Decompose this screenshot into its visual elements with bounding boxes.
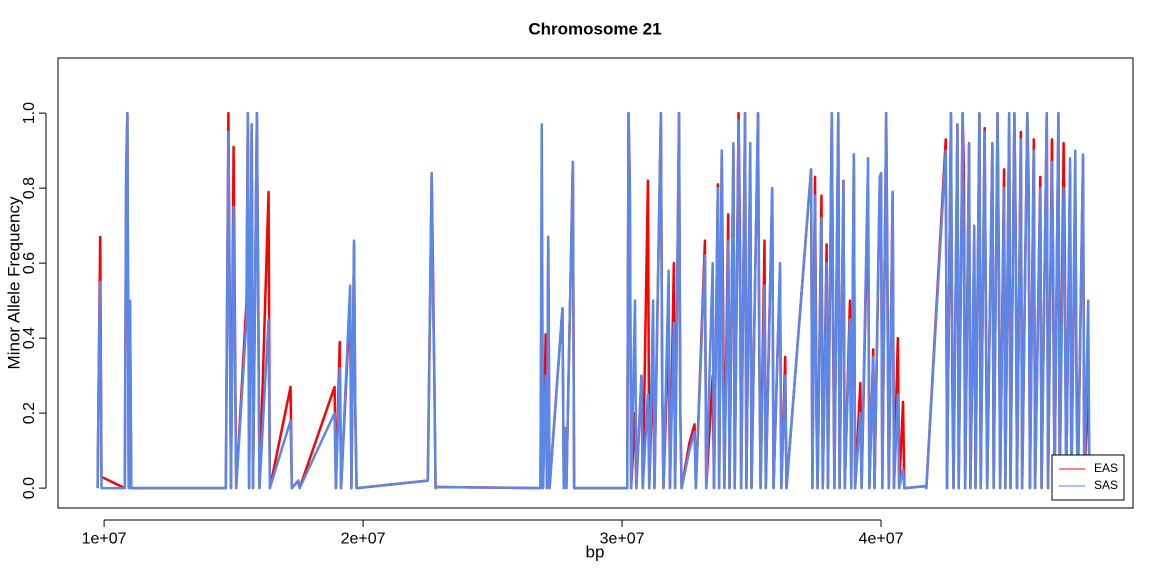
legend-label: SAS	[1094, 478, 1118, 492]
legend-label: EAS	[1094, 461, 1118, 475]
y-tick-label: 0.8	[21, 177, 38, 199]
legend-box	[1051, 454, 1125, 501]
series-line	[96, 111, 1091, 490]
x-axis-label: bp	[586, 542, 605, 561]
x-tick-label: 4e+07	[859, 530, 904, 547]
chart-title: Chromosome 21	[528, 19, 661, 38]
y-tick-label: 1.0	[21, 102, 38, 124]
x-tick-label: 1e+07	[82, 530, 127, 547]
x-tick-label: 2e+07	[341, 530, 386, 547]
x-tick-label: 3e+07	[600, 530, 645, 547]
y-tick-label: 0.2	[21, 402, 38, 424]
y-tick-label: 0.4	[21, 327, 38, 349]
y-axis-label: Minor Allele Frequency	[4, 196, 23, 369]
y-tick-label: 0.0	[21, 477, 38, 499]
y-tick-label: 0.6	[21, 252, 38, 274]
plot-frame	[57, 57, 1134, 509]
